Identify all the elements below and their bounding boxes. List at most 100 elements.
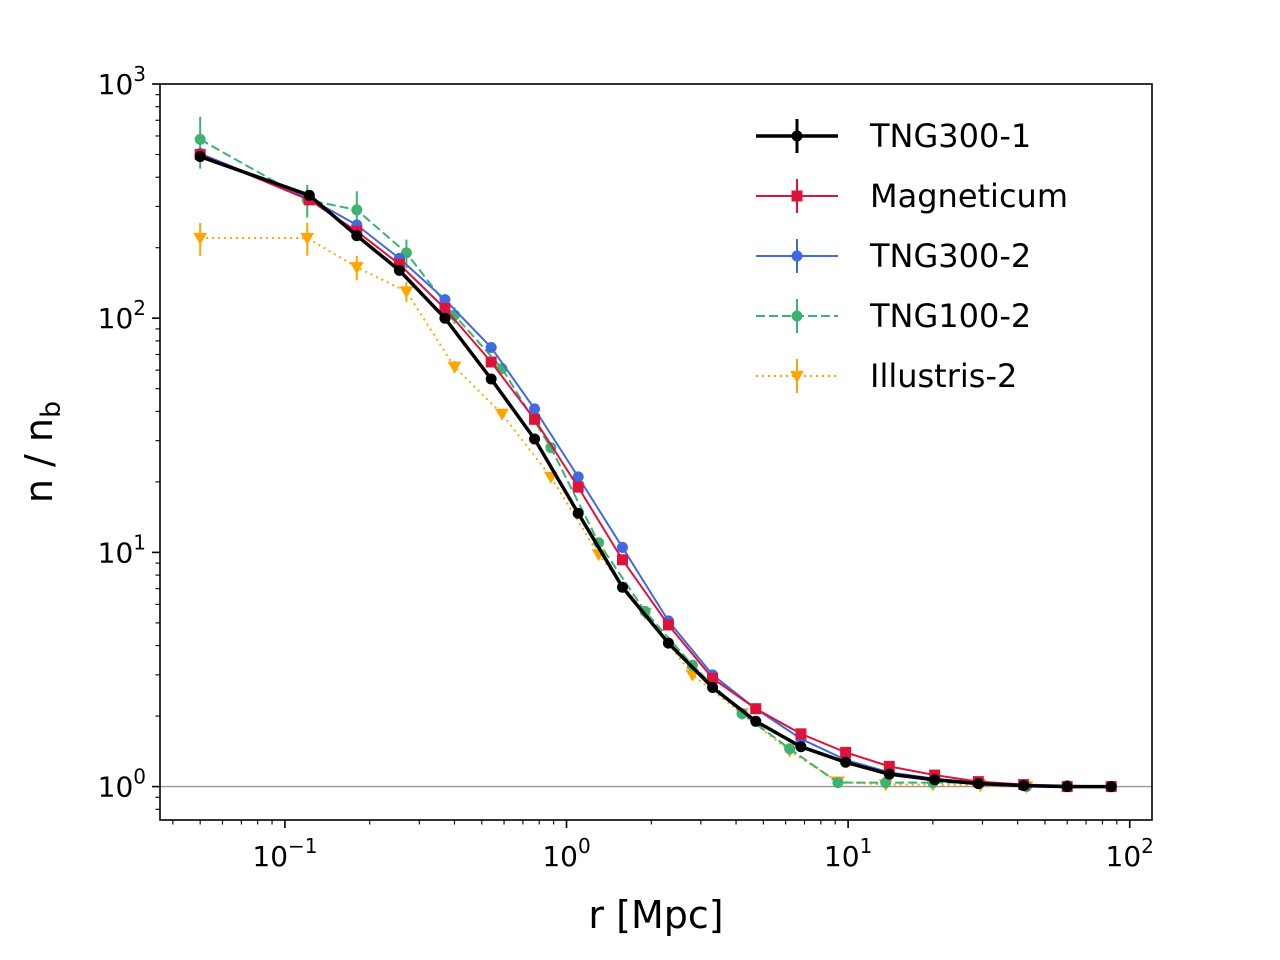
- y-tick-label: 100: [98, 765, 146, 804]
- data-point-magneticum: [883, 760, 895, 772]
- data-point-tng300-1: [351, 230, 363, 242]
- data-point-tng300-2: [529, 403, 541, 415]
- data-point-illustris-2: [300, 232, 315, 245]
- x-tick-exponent: −1: [288, 834, 317, 858]
- y-tick-base: 10: [98, 536, 134, 569]
- legend-entry-illustris-2: Illustris-2: [756, 357, 1017, 395]
- data-point-tng100-2: [351, 204, 363, 216]
- data-point-magneticum: [393, 258, 405, 270]
- data-point-illustris-2: [399, 286, 414, 299]
- x-tick-label: 102: [1106, 834, 1154, 873]
- data-point-tng300-1: [662, 637, 674, 649]
- x-tick-label: 10−1: [252, 834, 317, 873]
- legend-marker-illustris-2: [790, 370, 804, 383]
- data-point-magneticum: [840, 746, 852, 758]
- data-point-magneticum: [439, 303, 451, 315]
- y-tick-label: 101: [98, 530, 146, 569]
- data-point-tng300-1: [795, 741, 807, 753]
- data-point-tng300-1: [1061, 781, 1073, 793]
- data-point-magneticum: [616, 554, 628, 566]
- data-point-illustris-2: [447, 361, 462, 374]
- data-point-tng300-1: [529, 433, 541, 445]
- y-axis-label: n / nb: [17, 401, 67, 503]
- data-point-tng300-1: [929, 774, 941, 786]
- y-tick-exponent: 2: [133, 296, 146, 320]
- y-tick-exponent: 1: [133, 530, 146, 554]
- legend-label-tng300-2: TNG300-2: [869, 237, 1031, 275]
- y-tick-label: 102: [98, 296, 146, 335]
- x-tick-exponent: 2: [1141, 834, 1154, 858]
- x-tick-base: 10: [542, 840, 578, 873]
- data-point-illustris-2: [349, 262, 364, 275]
- legend-marker-tng300-2: [791, 250, 803, 262]
- x-axis-label: r [Mpc]: [588, 893, 723, 937]
- data-point-tng300-1: [707, 681, 719, 693]
- data-point-magneticum: [662, 619, 674, 631]
- legend-entry-magneticum: Magneticum: [756, 177, 1068, 215]
- x-tick-base: 10: [252, 840, 288, 873]
- legend-marker-tng300-1: [791, 130, 803, 142]
- data-point-magneticum: [485, 356, 497, 368]
- y-tick-exponent: 3: [133, 62, 146, 86]
- data-point-magneticum: [529, 413, 541, 425]
- x-tick-exponent: 0: [578, 834, 591, 858]
- data-point-tng300-1: [439, 312, 451, 324]
- data-point-magneticum: [572, 481, 584, 493]
- legend-label-tng100-2: TNG100-2: [869, 297, 1031, 335]
- data-point-magneticum: [795, 728, 807, 740]
- data-point-tng300-1: [572, 507, 584, 519]
- y-axis-label-main: n / n: [17, 418, 61, 503]
- series-group: [193, 116, 1117, 794]
- data-point-magneticum: [750, 703, 762, 715]
- data-point-tng300-2: [485, 341, 497, 353]
- data-point-tng300-2: [572, 471, 584, 483]
- y-tick-label: 103: [98, 62, 146, 101]
- legend-label-tng300-1: TNG300-1: [869, 117, 1031, 155]
- series-line-magneticum: [199, 153, 1112, 788]
- x-tick-exponent: 1: [860, 834, 873, 858]
- series-line-tng300-1: [199, 154, 1112, 789]
- data-point-tng300-2: [616, 541, 628, 553]
- legend-marker-magneticum: [791, 190, 803, 202]
- series-tng300-1: [194, 151, 1117, 793]
- data-point-illustris-2: [193, 232, 208, 245]
- y-tick-base: 10: [98, 68, 134, 101]
- x-tick-base: 10: [824, 840, 860, 873]
- legend-entry-tng300-1: TNG300-1: [756, 117, 1031, 155]
- data-point-tng100-2: [880, 777, 892, 789]
- data-point-tng300-1: [485, 373, 497, 385]
- y-axis-label-sub: b: [36, 401, 67, 418]
- legend-entry-tng300-2: TNG300-2: [756, 237, 1031, 275]
- legend: TNG300-1 Magneticum TNG300-2 TNG100-2 Illust…: [756, 117, 1068, 395]
- data-point-tng300-2: [439, 294, 451, 306]
- data-point-tng300-1: [194, 151, 206, 163]
- data-point-tng100-2: [784, 743, 796, 755]
- data-point-tng100-2: [832, 777, 844, 789]
- legend-label-magneticum: Magneticum: [870, 177, 1068, 215]
- y-tick-base: 10: [98, 771, 134, 804]
- legend-label-illustris-2: Illustris-2: [870, 357, 1017, 395]
- x-tick-base: 10: [1106, 840, 1142, 873]
- legend-marker-tng100-2: [791, 310, 803, 322]
- plot-area: [159, 83, 1153, 821]
- data-point-tng100-2: [194, 133, 206, 145]
- data-point-tng300-1: [1018, 780, 1030, 792]
- data-point-tng300-1: [840, 756, 852, 768]
- x-axis: 10−1 100 101 102: [172, 820, 1154, 873]
- data-point-magneticum: [707, 672, 719, 684]
- legend-entry-tng100-2: TNG100-2: [756, 297, 1031, 335]
- data-point-tng300-1: [616, 581, 628, 593]
- data-point-tng300-1: [393, 264, 405, 276]
- data-point-tng300-1: [750, 715, 762, 727]
- data-point-tng300-1: [972, 778, 984, 790]
- data-point-tng300-1: [883, 768, 895, 780]
- y-tick-exponent: 0: [133, 765, 146, 789]
- data-point-illustris-2: [495, 408, 509, 421]
- data-point-tng300-1: [303, 189, 315, 201]
- series-line-illustris-2: [200, 237, 1027, 788]
- x-tick-label: 100: [542, 834, 590, 873]
- x-tick-label: 101: [824, 834, 872, 873]
